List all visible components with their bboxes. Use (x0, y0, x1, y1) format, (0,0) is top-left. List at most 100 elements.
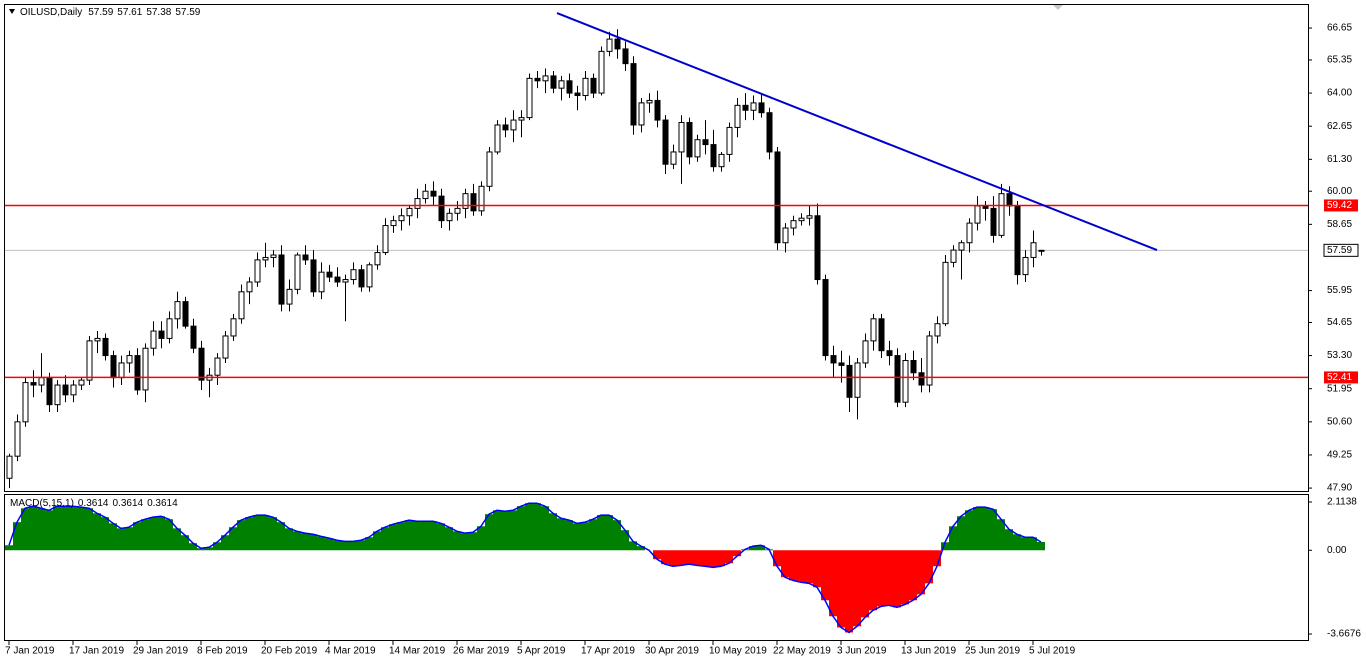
macd-bar (669, 550, 677, 567)
candle-body (782, 227, 789, 244)
macd-bar (965, 510, 973, 551)
macd-bar (237, 520, 245, 551)
candle-body (630, 63, 637, 126)
candle-body (910, 359, 917, 374)
candle-body (222, 335, 229, 359)
macd-bar (221, 535, 229, 551)
candle-body (670, 151, 677, 165)
macd-bar (613, 520, 621, 551)
candle-body (430, 190, 437, 197)
candle-body (1014, 205, 1021, 276)
macd-bar (245, 517, 253, 551)
x-tick-label: 14 Mar 2019 (389, 646, 446, 657)
candle-body (710, 144, 717, 168)
x-tick-label: 5 Apr 2019 (517, 646, 566, 657)
macd-bar (1029, 537, 1037, 551)
macd-bar (445, 527, 453, 551)
candle-body (398, 215, 405, 222)
macd-bar (45, 510, 53, 551)
macd-bar (941, 542, 949, 551)
macd-bar (797, 550, 805, 583)
macd-line (8, 502, 1042, 634)
macd-bar (125, 527, 133, 551)
candle-body (54, 384, 61, 406)
candle-body (790, 220, 797, 229)
macd-bar (733, 550, 741, 557)
macd-bar (453, 531, 461, 551)
macd-bar (437, 523, 445, 551)
candle-body (486, 151, 493, 187)
candle-body (174, 301, 181, 320)
candle-body (518, 117, 525, 121)
x-tick-label: 8 Feb 2019 (197, 646, 248, 657)
candle-body (110, 355, 117, 379)
candle-body (62, 384, 69, 396)
macd-bar (1021, 537, 1029, 551)
macd-bar (277, 522, 285, 551)
macd-bar (1005, 529, 1013, 551)
candle-body (806, 215, 813, 219)
candle-body (470, 193, 477, 212)
macd-bar (725, 550, 733, 564)
macd-bar (389, 524, 397, 551)
macd-bar (541, 506, 549, 551)
x-tick-label: 26 Mar 2019 (453, 646, 510, 657)
candle-body (358, 269, 365, 288)
macd-bar (845, 550, 853, 633)
candle-body (590, 77, 597, 94)
macd-bar (109, 523, 117, 551)
macd-bar (1013, 534, 1021, 551)
candle-body (94, 337, 101, 342)
x-tick-label: 25 Jun 2019 (965, 646, 1020, 657)
y-tick-label: 62.65 (1327, 121, 1352, 132)
candle-body (374, 252, 381, 266)
price-pane-frame (4, 4, 1309, 492)
candle-body (1030, 242, 1037, 258)
macd-bar (509, 510, 517, 551)
candle-body (30, 382, 37, 386)
macd-bar (317, 536, 325, 551)
macd-bar (917, 550, 925, 595)
candle-body (822, 279, 829, 357)
macd-bar (325, 538, 333, 551)
macd-bar (1037, 542, 1045, 551)
macd-bar (269, 517, 277, 551)
candle-body (118, 362, 125, 379)
candle-body (302, 254, 309, 261)
macd-bar (685, 550, 693, 565)
candle-body (646, 99, 653, 104)
candle-body (422, 190, 429, 200)
candle-body (982, 205, 989, 209)
macd-bar (373, 531, 381, 551)
candle-body (102, 337, 109, 357)
candle-body (350, 269, 357, 281)
candle-body (294, 254, 301, 290)
macd-bar (61, 506, 69, 551)
macd-bar (565, 520, 573, 551)
candle-body (574, 92, 581, 97)
macd-bar (93, 513, 101, 551)
candle-body (78, 379, 85, 386)
macd-bar (909, 550, 917, 601)
candle-body (814, 215, 821, 281)
trendline (556, 12, 1158, 252)
x-tick-label: 3 Jun 2019 (837, 646, 887, 657)
candle-body (878, 318, 885, 352)
macd-bar (253, 515, 261, 551)
macd-bar (821, 550, 829, 601)
macd-bar (301, 533, 309, 551)
x-tick-label: 17 Jan 2019 (69, 646, 124, 657)
macd-bar (101, 517, 109, 551)
macd-bar (189, 543, 197, 551)
candle-body (854, 362, 861, 398)
header-close: 57.59 (175, 7, 200, 18)
x-tick-label: 10 May 2019 (709, 646, 767, 657)
macd-bar (525, 503, 533, 551)
menu-arrow[interactable] (9, 9, 15, 14)
macd-bar (581, 522, 589, 551)
macd-bar (69, 506, 77, 551)
macd-bar (485, 514, 493, 551)
macd-bar (29, 506, 37, 551)
header-open: 57.59 (88, 7, 113, 18)
